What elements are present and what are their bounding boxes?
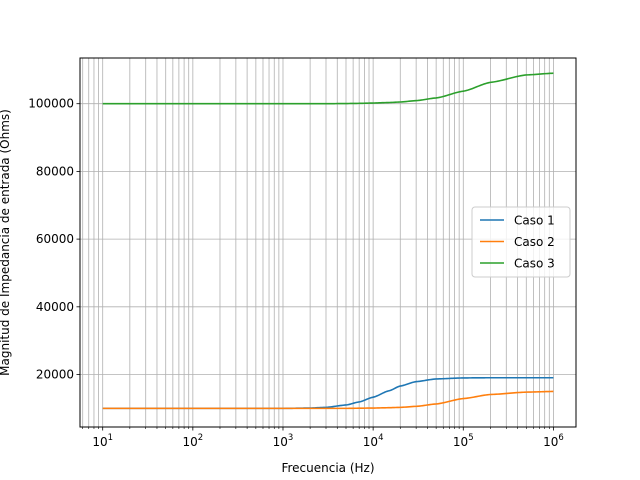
legend: Caso 1 Caso 2 Caso 3 bbox=[471, 206, 571, 278]
x-tick-label: 101 bbox=[92, 433, 113, 449]
x-tick-label-base: 10 bbox=[453, 435, 468, 449]
legend-label-3: Caso 3 bbox=[514, 257, 555, 271]
y-tick-label: 60000 bbox=[36, 232, 74, 246]
x-tick-label-exponent: 1 bbox=[108, 433, 113, 443]
x-tick-label-base: 10 bbox=[543, 435, 558, 449]
x-tick-label-exponent: 4 bbox=[378, 433, 383, 443]
series-lines bbox=[102, 72, 554, 410]
series-line-3 bbox=[102, 72, 554, 105]
x-tick-label-exponent: 6 bbox=[558, 433, 563, 443]
x-tick-label-base: 10 bbox=[182, 435, 197, 449]
series-line-2 bbox=[102, 390, 554, 410]
y-tick-label: 100000 bbox=[28, 97, 74, 111]
x-tick-label-base: 10 bbox=[92, 435, 107, 449]
x-tick-label-exponent: 3 bbox=[288, 433, 293, 443]
x-tick-label: 106 bbox=[543, 433, 564, 449]
x-tick-label: 104 bbox=[363, 433, 384, 449]
y-tick-label: 80000 bbox=[36, 164, 74, 178]
x-tick-label-base: 10 bbox=[273, 435, 288, 449]
legend-label-2: Caso 2 bbox=[514, 235, 555, 249]
x-tick-label: 103 bbox=[273, 433, 294, 449]
y-axis-label: Magnitud de Impedancia de entrada (Ohms) bbox=[0, 109, 12, 376]
y-tick-label: 40000 bbox=[36, 300, 74, 314]
y-tick-label: 20000 bbox=[36, 368, 74, 382]
plot-frame bbox=[79, 57, 577, 428]
x-tick-label: 105 bbox=[453, 433, 474, 449]
x-tick-label-exponent: 5 bbox=[468, 433, 473, 443]
x-axis-label: Frecuencia (Hz) bbox=[281, 461, 374, 475]
grid bbox=[80, 58, 576, 427]
x-tick-label-exponent: 2 bbox=[198, 433, 203, 443]
legend-box bbox=[471, 206, 571, 278]
legend-label-1: Caso 1 bbox=[514, 214, 555, 228]
x-tick-label: 102 bbox=[182, 433, 203, 449]
x-tick-label-base: 10 bbox=[363, 435, 378, 449]
